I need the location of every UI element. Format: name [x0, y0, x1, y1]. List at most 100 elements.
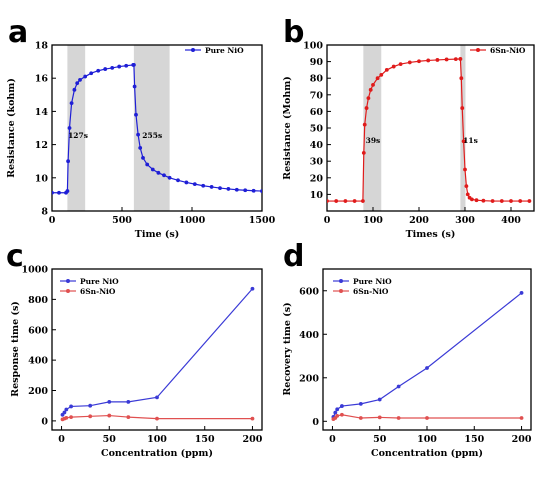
data-point: [83, 74, 88, 79]
data-point: [481, 198, 486, 203]
x-tick-label: 100: [363, 215, 383, 226]
data-point: [417, 59, 421, 64]
annotation-label: 39s: [366, 136, 381, 145]
shaded-region-1: [363, 45, 382, 211]
data-point: [155, 395, 159, 400]
legend-entry: Pure NiO: [205, 46, 244, 55]
data-point: [69, 101, 74, 105]
series-6sn-nio: [327, 57, 532, 203]
data-point: [75, 81, 80, 86]
y-tick-label: 12: [35, 140, 48, 151]
data-point: [201, 183, 206, 188]
data-point: [69, 415, 73, 419]
y-axis-label: Resistance (kohm): [6, 78, 17, 178]
y-tick-label: 70: [310, 90, 324, 101]
legend-swatch-marker: [476, 48, 480, 52]
data-point: [250, 286, 255, 291]
data-point: [110, 66, 115, 70]
data-point: [107, 400, 112, 404]
x-tick-label: 200: [512, 434, 532, 445]
data-point: [156, 170, 161, 175]
data-point: [340, 412, 344, 417]
y-tick-label: 20: [310, 173, 324, 184]
y-tick-label: 1000: [22, 265, 49, 276]
data-point: [335, 407, 340, 412]
x-axis-label: Times (s): [406, 229, 456, 240]
data-point: [407, 60, 412, 65]
data-point: [464, 184, 469, 189]
data-point: [88, 403, 93, 408]
data-point: [126, 400, 131, 404]
data-point: [89, 71, 94, 76]
data-point: [375, 76, 380, 81]
data-point: [52, 190, 54, 195]
data-point: [72, 87, 77, 92]
y-tick-label: 200: [28, 386, 48, 397]
x-tick-label: 300: [455, 215, 475, 226]
panel-letter: a: [8, 15, 28, 50]
data-point: [364, 106, 369, 110]
data-point: [138, 146, 143, 150]
data-point: [470, 197, 474, 202]
data-point: [260, 189, 262, 193]
y-tick-label: 600: [299, 286, 319, 297]
data-point: [134, 112, 138, 117]
panel-letter: d: [283, 239, 304, 274]
y-tick-label: 16: [35, 74, 49, 85]
data-point: [499, 199, 504, 203]
data-point: [362, 122, 367, 127]
x-tick-label: 150: [195, 434, 215, 445]
data-point: [132, 84, 137, 89]
panel-letter: c: [6, 239, 24, 274]
data-point: [459, 76, 464, 81]
shaded-region-1: [67, 45, 86, 211]
data-point: [519, 416, 524, 420]
data-point: [141, 155, 145, 160]
data-point: [124, 63, 129, 68]
data-point: [379, 72, 384, 77]
x-tick-label: 0: [329, 434, 336, 445]
data-point: [343, 199, 348, 203]
series-6sn-nio: [60, 413, 255, 422]
data-point: [366, 96, 371, 101]
y-tick-label: 18: [35, 41, 49, 52]
series-pure-nio: [331, 291, 524, 419]
data-point: [425, 366, 429, 370]
data-point: [368, 87, 373, 92]
series-line: [332, 292, 522, 418]
data-point: [377, 415, 382, 420]
data-point: [67, 126, 72, 130]
data-point: [358, 416, 363, 420]
data-point: [66, 159, 70, 164]
data-point: [371, 82, 375, 87]
legend-swatch-marker: [339, 289, 343, 293]
data-point: [527, 199, 532, 203]
y-axis-label: Resistance (Mohm): [282, 76, 293, 180]
plot-frame: [51, 44, 263, 212]
series-pure-nio: [60, 286, 255, 417]
x-tick-label: 50: [373, 434, 387, 445]
panel-letter: b: [283, 15, 304, 50]
data-point: [425, 416, 429, 420]
x-tick-label: 100: [417, 434, 437, 445]
y-tick-label: 400: [28, 356, 48, 367]
data-point: [358, 401, 363, 406]
data-point: [490, 199, 495, 203]
x-tick-label: 0: [58, 434, 65, 445]
data-point: [103, 67, 108, 71]
data-point: [460, 106, 465, 110]
data-point: [461, 139, 466, 144]
legend-swatch-marker: [191, 48, 195, 52]
data-point: [176, 178, 180, 183]
annotation-label: 127s: [68, 131, 88, 140]
legend-entry: 6Sn-NiO: [353, 287, 389, 296]
data-point: [251, 188, 256, 193]
data-point: [132, 63, 136, 67]
data-point: [64, 415, 69, 420]
y-axis-label: Response time (s): [10, 301, 21, 397]
annotation-label: 255s: [142, 131, 162, 140]
data-point: [384, 68, 389, 72]
y-tick-label: 10: [310, 190, 324, 201]
y-tick-label: 0: [312, 417, 319, 428]
